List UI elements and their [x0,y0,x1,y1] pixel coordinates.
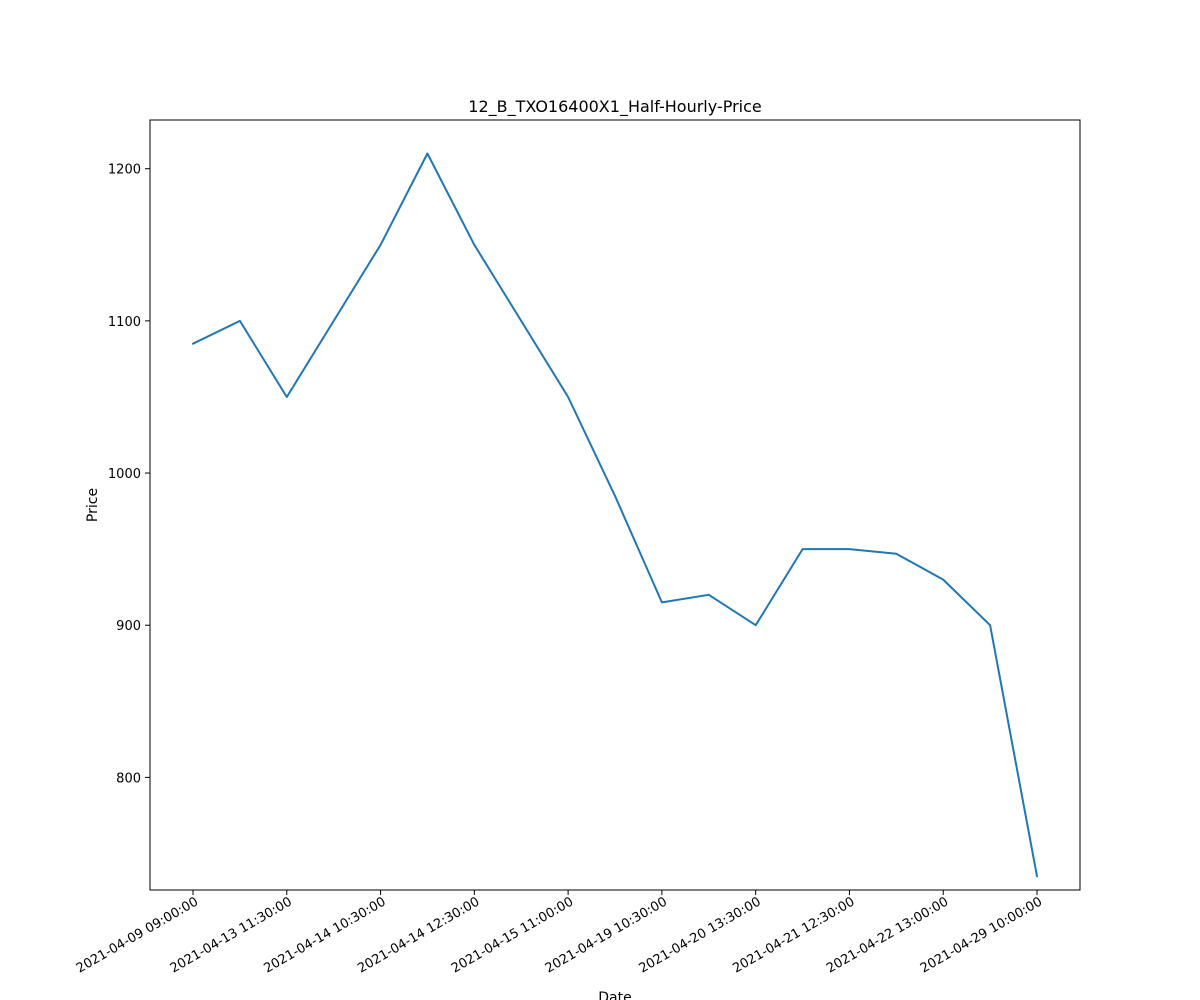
series-line [192,152,1038,878]
y-tick-label: 1200 [108,163,141,178]
y-tick-label: 1000 [108,467,141,482]
chart-title: 12_B_TXO16400X1_Half-Hourly-Price [468,97,761,117]
plot-frame [149,119,1081,891]
y-tick-group: 800 900 1000 1100 1200 [108,163,150,786]
x-axis-label: Date [598,990,631,1000]
y-tick-label: 800 [116,771,141,786]
y-tick-label: 1100 [108,315,141,330]
y-axis-label: Price [85,488,101,522]
y-tick-label: 900 [116,619,141,634]
